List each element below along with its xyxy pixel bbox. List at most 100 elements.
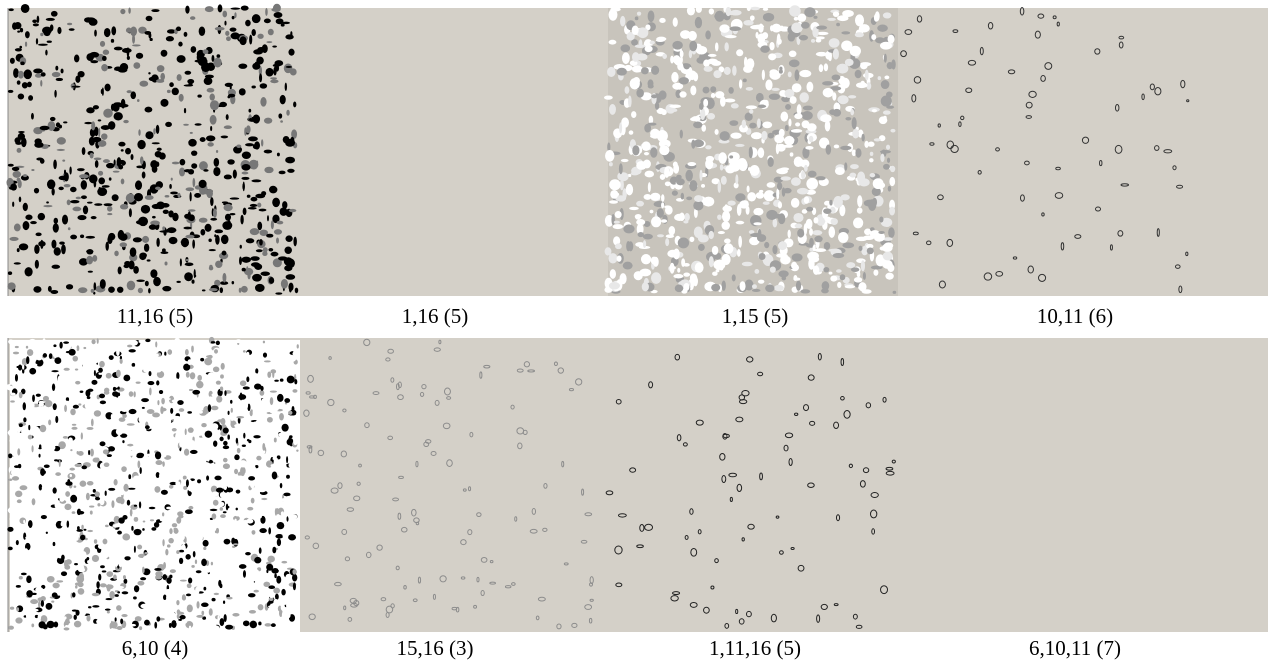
- texture-blob: [287, 376, 295, 384]
- texture-blob: [25, 215, 32, 220]
- texture-blob: [728, 87, 733, 94]
- texture-blob: [31, 113, 34, 120]
- texture-blob: [269, 593, 274, 598]
- texture-blob: [70, 235, 77, 240]
- texture-blob: [659, 145, 669, 155]
- texture-blob: [171, 554, 178, 558]
- texture-blob: [117, 531, 122, 535]
- texture-blob: [207, 381, 215, 386]
- texture-blob: [31, 624, 34, 628]
- texture-blob: [837, 282, 841, 288]
- texture-blob: [117, 287, 123, 293]
- texture-blob: [218, 429, 220, 434]
- texture-blob: [72, 207, 81, 212]
- texture-blob: [75, 585, 78, 589]
- texture-blob: [256, 419, 263, 425]
- texture-blob: [130, 624, 136, 627]
- texture-blob: [236, 508, 238, 511]
- texture-blob: [248, 593, 256, 597]
- texture-blob: [221, 418, 226, 425]
- texture-blob: [27, 349, 33, 356]
- texture-blob: [877, 25, 888, 32]
- texture-blob: [137, 140, 145, 149]
- texture-blob: [259, 547, 262, 553]
- texture-blob: [169, 485, 173, 489]
- texture-blob: [213, 500, 219, 506]
- texture-blob: [195, 363, 198, 368]
- texture-blob: [111, 39, 114, 43]
- texture-blob: [193, 551, 196, 557]
- texture-blob: [274, 380, 279, 382]
- texture-blob: [659, 18, 666, 23]
- texture-blob: [204, 358, 212, 366]
- texture-blob: [822, 81, 833, 85]
- texture-blob: [162, 248, 166, 252]
- texture-blob: [71, 427, 77, 430]
- texture-blob: [274, 438, 277, 443]
- texture-blob: [24, 548, 28, 555]
- texture-blob: [215, 626, 220, 630]
- texture-blob: [66, 284, 73, 289]
- texture-blob: [266, 41, 272, 43]
- texture-blob: [199, 458, 204, 463]
- texture-blob: [617, 255, 622, 261]
- texture-blob: [77, 215, 86, 220]
- texture-blob: [790, 96, 797, 104]
- texture-blob: [747, 5, 751, 11]
- texture-blob: [277, 394, 284, 402]
- texture-blob: [164, 355, 166, 363]
- texture-blob: [68, 437, 73, 443]
- panel-caption: 1,16 (5): [402, 304, 469, 328]
- texture-blob: [296, 458, 298, 462]
- texture-blob: [249, 610, 256, 614]
- texture-blob: [294, 528, 296, 535]
- texture-blob: [289, 209, 296, 212]
- texture-blob: [180, 585, 185, 589]
- texture-blob: [108, 286, 115, 292]
- texture-blob: [833, 253, 845, 258]
- texture-blob: [156, 238, 159, 247]
- texture-blob: [693, 121, 702, 128]
- texture-blob: [269, 186, 277, 193]
- texture-blob: [797, 104, 802, 115]
- texture-blob: [834, 145, 839, 149]
- texture-blob: [70, 200, 79, 203]
- texture-blob: [200, 229, 205, 235]
- texture-blob: [92, 255, 97, 262]
- texture-blob: [829, 272, 833, 275]
- texture-blob: [38, 614, 42, 620]
- texture-blob: [780, 256, 791, 265]
- texture-blob: [641, 254, 651, 264]
- texture-blob: [28, 95, 33, 101]
- texture-blob: [718, 152, 726, 164]
- texture-blob: [135, 180, 142, 190]
- texture-blob: [134, 505, 137, 507]
- texture-blob: [620, 16, 625, 27]
- texture-blob: [267, 215, 269, 221]
- texture-blob: [176, 281, 180, 283]
- texture-blob: [134, 517, 139, 522]
- texture-blob: [86, 256, 93, 265]
- texture-blob: [661, 194, 664, 202]
- texture-blob: [272, 198, 280, 208]
- texture-blob: [53, 344, 56, 347]
- texture-blob: [107, 206, 112, 212]
- texture-blob: [283, 446, 286, 453]
- texture-blob: [277, 620, 284, 623]
- texture-blob: [292, 345, 298, 349]
- texture-blob: [243, 433, 245, 439]
- texture-blob: [28, 435, 33, 440]
- texture-blob: [8, 508, 13, 514]
- texture-blob: [213, 167, 220, 176]
- texture-blob: [134, 491, 142, 493]
- texture-blob: [174, 416, 180, 418]
- texture-blob: [705, 145, 711, 149]
- texture-blob: [25, 536, 30, 539]
- texture-blob: [178, 612, 185, 615]
- texture-blob: [72, 356, 78, 362]
- texture-blob: [129, 208, 132, 217]
- texture-blob: [70, 449, 72, 451]
- texture-blob: [178, 391, 181, 397]
- texture-blob: [176, 27, 181, 32]
- texture-blob: [115, 594, 119, 597]
